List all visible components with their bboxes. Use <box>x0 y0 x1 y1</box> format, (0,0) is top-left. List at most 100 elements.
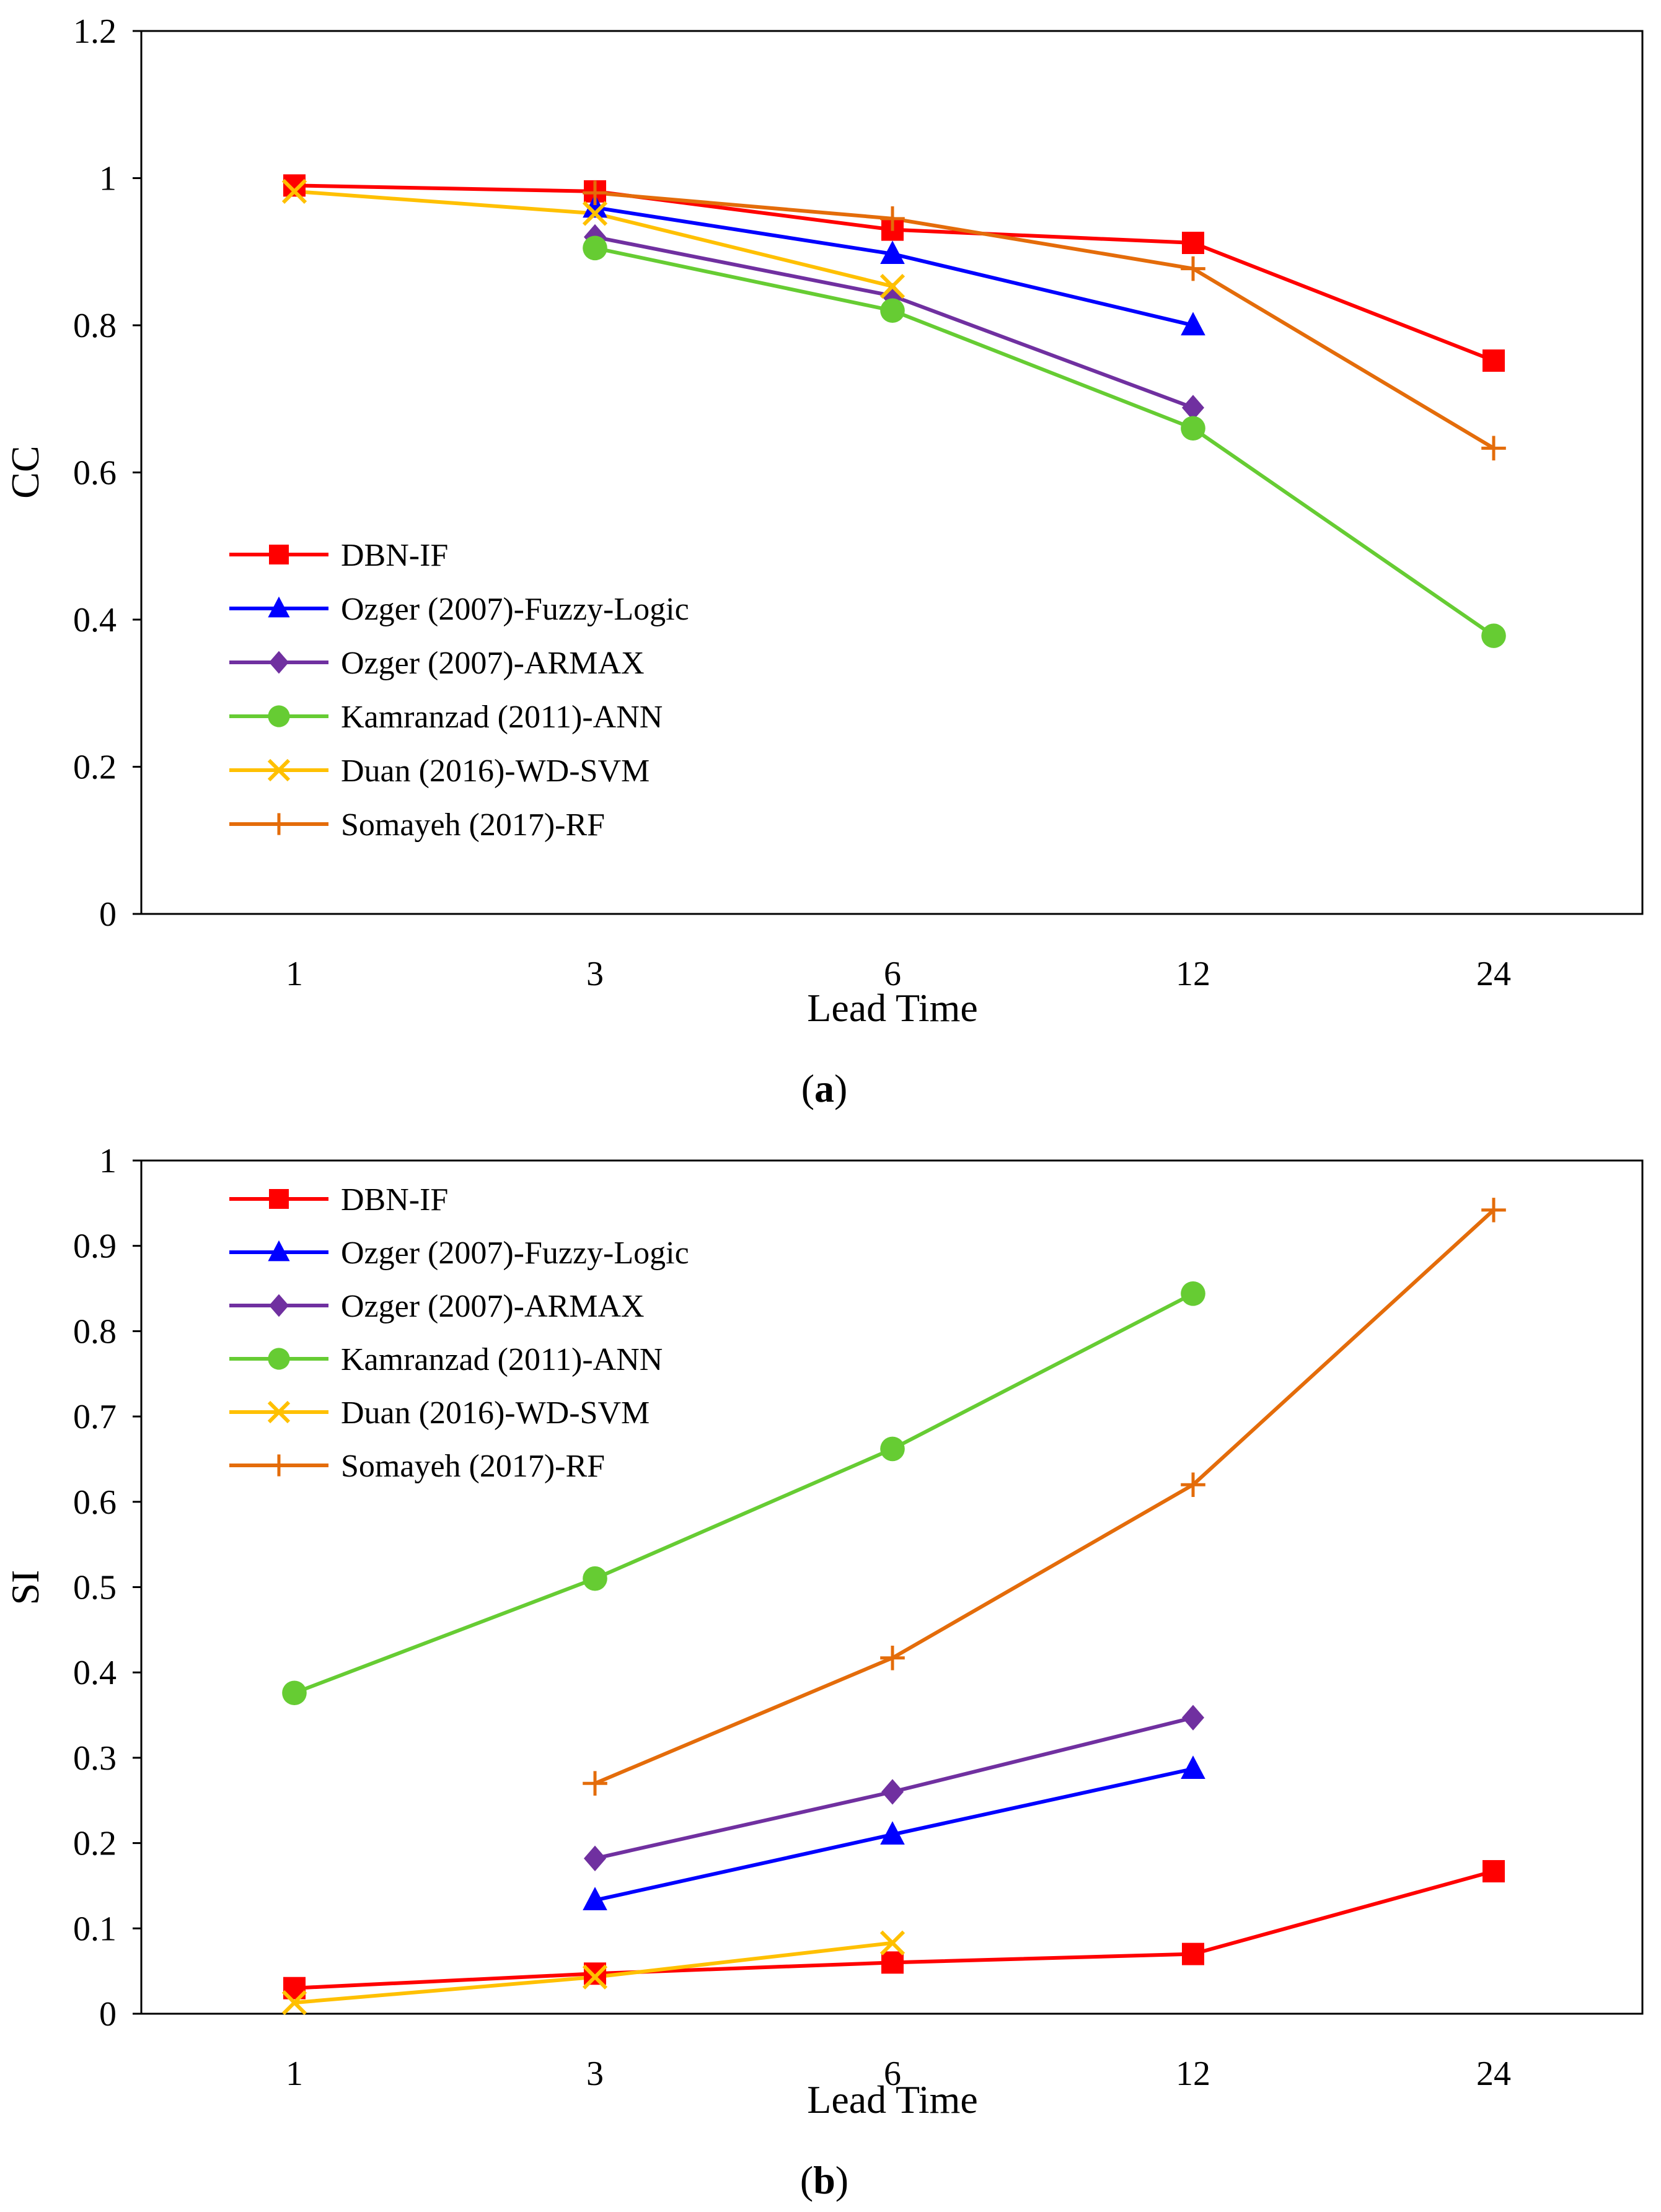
series-line-plus <box>594 191 1495 450</box>
data-point-circle <box>1181 1281 1205 1306</box>
series-markers-a <box>281 174 1506 648</box>
x-tick-label: 12 <box>1176 2055 1210 2093</box>
data-point-square <box>1182 1942 1204 1965</box>
data-point-circle <box>583 1566 607 1591</box>
data-point-diamond <box>1182 1705 1204 1731</box>
series-line-circle <box>293 1292 1194 1695</box>
legend-marker-triangle <box>268 1240 290 1262</box>
legend-label: Ozger (2007)-Fuzzy-Logic <box>341 1235 689 1271</box>
legend-label: Ozger (2007)-ARMAX <box>341 1289 645 1324</box>
y-tick-label: 0.5 <box>73 1569 117 1607</box>
legend-marker-circle <box>268 1348 290 1370</box>
legend-label: Ozger (2007)-ARMAX <box>341 646 645 681</box>
x-tick-label: 24 <box>1476 2055 1511 2093</box>
data-point-square <box>1483 349 1505 372</box>
y-tick-label: 0.8 <box>73 1312 117 1351</box>
x-tick-label: 6 <box>884 2055 901 2093</box>
x-tick-label: 6 <box>884 955 901 993</box>
y-tick-label: 0.2 <box>73 1825 117 1863</box>
legend-label: DBN-IF <box>341 1182 448 1218</box>
data-point-diamond <box>584 1845 606 1872</box>
legend-label: Kamranzad (2011)-ANN <box>341 1342 663 1377</box>
series-markers-b <box>281 1198 1506 2016</box>
panel-caption-a: (a) <box>801 1066 848 1110</box>
legend-label: DBN-IF <box>341 538 448 573</box>
y-tick-label: 0 <box>99 1995 117 2034</box>
data-point-circle <box>880 298 905 323</box>
data-point-circle <box>583 235 607 261</box>
legend-marker-square <box>269 1189 289 1209</box>
legend-marker-diamond <box>269 651 289 674</box>
data-point-plus <box>1181 1472 1205 1498</box>
y-tick-labels-b: 0 0.1 0.2 0.3 0.4 0.5 0.6 0.7 0.8 0.9 1 <box>73 1142 141 2034</box>
series-line-circle <box>594 246 1495 638</box>
y-tick-label: 0.1 <box>73 1910 117 1948</box>
data-point-square <box>881 1951 904 1974</box>
x-tick-labels-b: 1 3 6 12 24 <box>286 2055 1511 2093</box>
data-point-circle <box>880 1436 905 1462</box>
data-point-x <box>281 1990 307 2016</box>
y-tick-label: 0 <box>99 895 117 934</box>
legend-label: Somayeh (2017)-RF <box>341 807 605 843</box>
data-point-x <box>582 1964 608 1990</box>
chart-panel-b: 0 0.1 0.2 0.3 0.4 0.5 0.6 0.7 0.8 0.9 1 1 3 6 12 24 DB… <box>3 1142 1644 2202</box>
y-tick-label: 0.8 <box>73 307 117 345</box>
y-tick-label: 0.4 <box>73 1654 117 1692</box>
legend-label: Somayeh (2017)-RF <box>341 1449 605 1484</box>
data-point-diamond <box>1182 395 1204 421</box>
chart-panel-a: 0 0.2 0.4 0.6 0.8 1 1.2 1 3 6 12 24 DBN-IF Ozger (2… <box>3 12 1644 1110</box>
data-point-circle <box>1181 416 1205 441</box>
legend-marker-plus <box>268 1454 290 1477</box>
y-tick-label: 0.7 <box>73 1398 117 1436</box>
y-tick-labels-a: 0 0.2 0.4 0.6 0.8 1 1.2 <box>73 12 141 934</box>
y-tick-label: 0.3 <box>73 1739 117 1778</box>
legend-label: Duan (2016)-WD-SVM <box>341 753 650 789</box>
data-point-square <box>1483 1860 1505 1883</box>
data-point-diamond <box>881 1779 904 1805</box>
data-point-x <box>879 1930 905 1955</box>
data-point-triangle <box>880 240 905 265</box>
y-tick-label: 0.6 <box>73 1483 117 1522</box>
legend-a: DBN-IF Ozger (2007)-Fuzzy-Logic Ozger (200… <box>229 538 689 843</box>
legend-label: Duan (2016)-WD-SVM <box>341 1395 650 1431</box>
data-point-x <box>879 273 905 299</box>
data-point-triangle <box>880 1821 905 1845</box>
x-axis-label-b: Lead Time <box>807 2078 978 2122</box>
data-point-triangle <box>1181 1755 1205 1780</box>
y-tick-label: 0.9 <box>73 1227 117 1266</box>
data-point-plus <box>583 1771 607 1796</box>
y-tick-label: 0.6 <box>73 454 117 493</box>
legend-b: DBN-IF Ozger (2007)-Fuzzy-Logic Ozger (200… <box>229 1182 689 1484</box>
y-tick-label: 0.2 <box>73 748 117 787</box>
x-tick-label: 24 <box>1476 955 1511 993</box>
y-tick-label: 0.4 <box>73 601 117 639</box>
data-point-plus <box>880 206 905 231</box>
panel-caption-b: (b) <box>800 2158 848 2202</box>
data-point-triangle <box>583 1887 607 1911</box>
legend-label: Ozger (2007)-Fuzzy-Logic <box>341 592 689 627</box>
x-tick-label: 3 <box>586 2055 604 2093</box>
data-point-plus <box>1481 1198 1506 1222</box>
data-point-plus <box>583 180 607 206</box>
legend-marker-circle <box>268 705 290 727</box>
legend-marker-x <box>267 758 291 782</box>
x-tick-label: 3 <box>586 955 604 993</box>
data-point-triangle <box>1181 312 1205 336</box>
legend-marker-diamond <box>269 1294 289 1317</box>
data-point-triangle <box>583 194 607 218</box>
legend-label: Kamranzad (2011)-ANN <box>341 700 663 735</box>
data-point-plus <box>1181 256 1205 281</box>
data-point-square <box>1182 232 1204 254</box>
y-axis-label-a: CC <box>3 445 47 498</box>
x-tick-labels-a: 1 3 6 12 24 <box>286 955 1511 993</box>
x-tick-label: 12 <box>1176 955 1210 993</box>
y-tick-label: 1 <box>99 160 117 198</box>
legend-marker-plus <box>268 813 290 835</box>
y-axis-label-b: SI <box>3 1570 47 1605</box>
y-tick-label: 1.2 <box>73 12 117 51</box>
data-point-circle <box>282 1680 307 1706</box>
data-point-plus <box>1481 436 1506 461</box>
data-point-x <box>281 178 307 204</box>
series-lines-b <box>293 1208 1496 2005</box>
